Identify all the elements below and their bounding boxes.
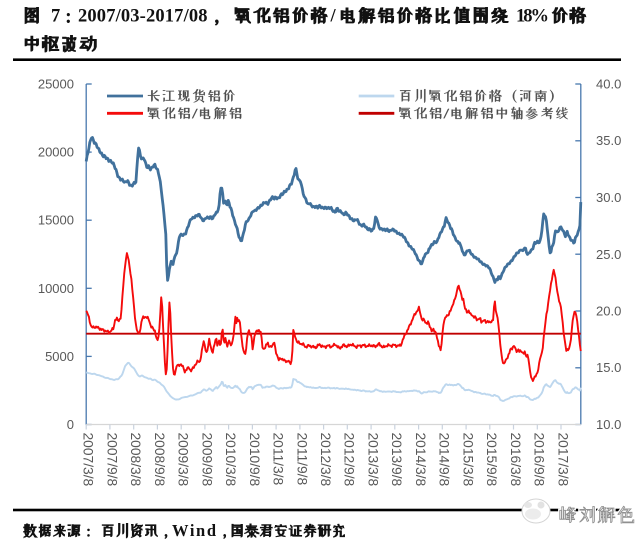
- svg-text:/: /: [330, 7, 337, 27]
- svg-text:18%: 18%: [516, 7, 549, 27]
- svg-text:2008/9/8: 2008/9/8: [152, 433, 167, 487]
- svg-text:2013/3/8: 2013/3/8: [366, 433, 381, 487]
- svg-text:7: 7: [51, 7, 60, 27]
- svg-text:2014/3/8: 2014/3/8: [413, 433, 428, 487]
- svg-text:30.0: 30.0: [596, 190, 621, 205]
- svg-text:10000: 10000: [38, 281, 74, 296]
- svg-text:2015/3/8: 2015/3/8: [461, 433, 476, 487]
- svg-text:40.0: 40.0: [596, 77, 621, 92]
- svg-text:25.0: 25.0: [596, 247, 621, 262]
- svg-text:2017/3/8: 2017/3/8: [555, 433, 570, 487]
- svg-text:Wind: Wind: [172, 521, 216, 540]
- svg-text:2010/9/8: 2010/9/8: [247, 433, 262, 487]
- svg-text:2011/9/8: 2011/9/8: [294, 433, 309, 486]
- svg-text:35.0: 35.0: [596, 133, 621, 148]
- svg-text:2016/9/8: 2016/9/8: [532, 433, 547, 487]
- svg-text:0: 0: [67, 417, 74, 432]
- svg-text:2007/03-2017/08: 2007/03-2017/08: [78, 7, 208, 27]
- svg-text:10.0: 10.0: [596, 417, 621, 432]
- svg-text:2007/3/8: 2007/3/8: [81, 433, 96, 487]
- svg-text:2014/9/8: 2014/9/8: [437, 433, 452, 487]
- svg-text:2011/3/8: 2011/3/8: [271, 433, 286, 486]
- svg-text:15.0: 15.0: [596, 360, 621, 375]
- svg-text:2007/9/8: 2007/9/8: [104, 433, 119, 487]
- svg-text:2012/9/8: 2012/9/8: [342, 433, 357, 487]
- svg-text:5000: 5000: [45, 349, 74, 364]
- svg-text:2009/3/8: 2009/3/8: [176, 433, 191, 487]
- svg-text:2013/9/8: 2013/9/8: [389, 433, 404, 487]
- svg-text:25000: 25000: [38, 77, 74, 92]
- svg-text:2016/3/8: 2016/3/8: [508, 433, 523, 487]
- svg-text:2008/3/8: 2008/3/8: [128, 433, 143, 487]
- svg-text:2015/9/8: 2015/9/8: [484, 433, 499, 487]
- svg-text:20.0: 20.0: [596, 304, 621, 319]
- svg-text:2009/9/8: 2009/9/8: [199, 433, 214, 487]
- svg-text:2010/3/8: 2010/3/8: [223, 433, 238, 487]
- svg-text:15000: 15000: [38, 213, 74, 228]
- svg-text:20000: 20000: [38, 145, 74, 160]
- svg-text:2012/3/8: 2012/3/8: [318, 433, 333, 487]
